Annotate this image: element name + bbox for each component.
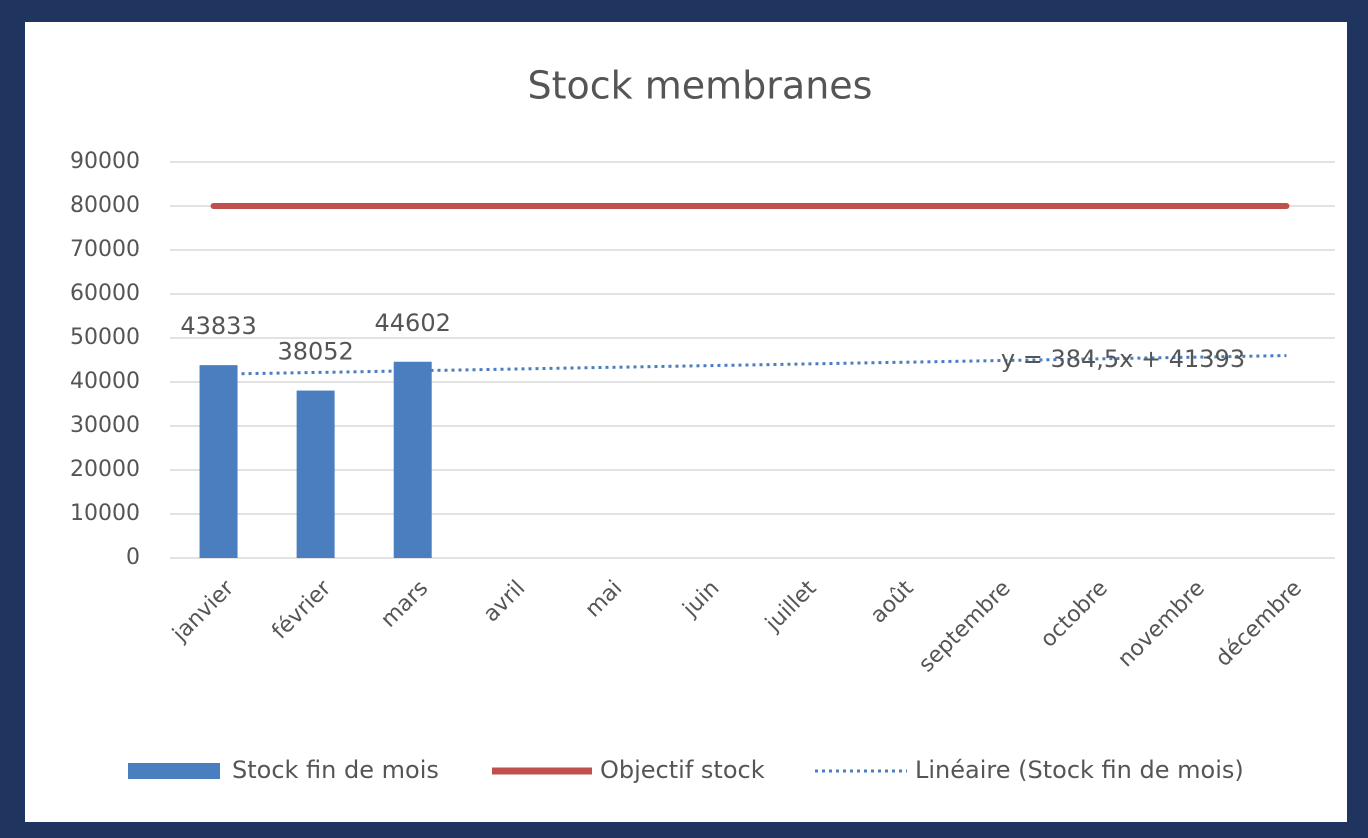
y-tick-label: 90000	[70, 149, 140, 174]
y-tick-label: 80000	[70, 193, 140, 218]
data-label: 43833	[180, 312, 256, 340]
data-label: 44602	[375, 309, 451, 337]
bar	[296, 390, 335, 558]
y-tick-label: 10000	[70, 501, 140, 526]
y-tick-label: 20000	[70, 457, 140, 482]
legend-swatch	[128, 763, 220, 779]
legend-label: Linéaire (Stock fin de mois)	[915, 756, 1244, 784]
bar	[199, 365, 238, 558]
y-tick-label: 30000	[70, 413, 140, 438]
y-tick-label: 70000	[70, 237, 140, 262]
y-tick-label: 50000	[70, 325, 140, 350]
chart-area	[25, 22, 1347, 822]
data-label: 38052	[277, 338, 353, 366]
trend-line	[213, 354, 1287, 376]
legend-label: Objectif stock	[600, 756, 765, 784]
legend-label: Stock fin de mois	[232, 756, 439, 784]
y-tick-label: 40000	[70, 369, 140, 394]
annotation: y = 384,5x + 41393	[1001, 345, 1245, 373]
chart-title: Stock membranes	[528, 64, 873, 108]
bar	[393, 361, 432, 558]
y-tick-label: 0	[126, 545, 140, 570]
y-tick-label: 60000	[70, 281, 140, 306]
